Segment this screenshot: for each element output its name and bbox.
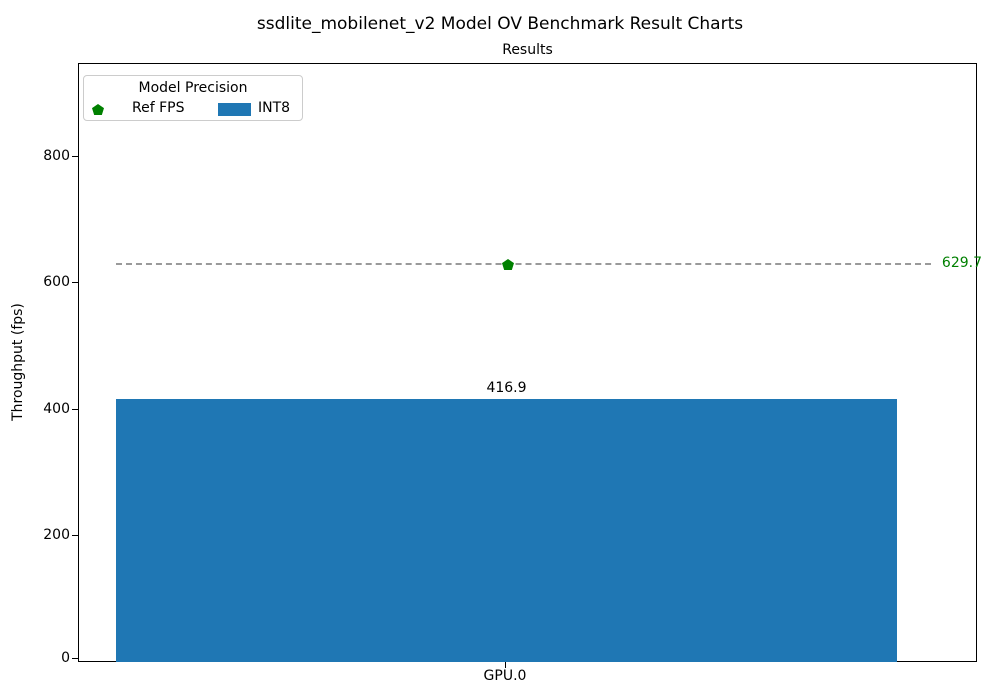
x-tick-label-gpu0: GPU.0 — [483, 668, 527, 684]
ref-fps-dashed-line — [116, 263, 931, 265]
bar-value-label: 416.9 — [486, 380, 527, 396]
y-tick-label-400: 400 — [43, 401, 70, 417]
int8-throughput-bar — [116, 399, 897, 662]
y-tick-mark-600 — [72, 282, 78, 283]
bar-swatch-icon — [218, 103, 251, 116]
y-tick-label-800: 800 — [43, 148, 70, 164]
figure-title: ssdlite_mobilenet_v2 Model OV Benchmark … — [256, 14, 744, 34]
ref-fps-value-label: 629.7 — [941, 255, 982, 271]
plot-area: 416.9 629.7 Model Precision Ref FPS INT8 — [78, 63, 982, 662]
y-tick-mark-200 — [72, 535, 78, 536]
y-tick-mark-400 — [72, 409, 78, 410]
legend-box: Model Precision Ref FPS INT8 — [83, 75, 303, 121]
y-tick-label-200: 200 — [43, 527, 70, 543]
axes-title: Results — [502, 42, 553, 58]
legend-label-ref-fps: Ref FPS — [132, 100, 185, 116]
y-tick-label-0: 0 — [61, 650, 70, 666]
legend-label-int8: INT8 — [258, 100, 291, 116]
y-tick-mark-800 — [72, 156, 78, 157]
legend-title: Model Precision — [138, 80, 248, 96]
y-tick-label-600: 600 — [43, 274, 70, 290]
pentagon-marker-icon — [92, 104, 104, 115]
x-tick-mark-gpu0 — [505, 662, 506, 668]
pentagon-marker-icon — [502, 259, 514, 270]
y-tick-mark-0 — [72, 658, 78, 659]
